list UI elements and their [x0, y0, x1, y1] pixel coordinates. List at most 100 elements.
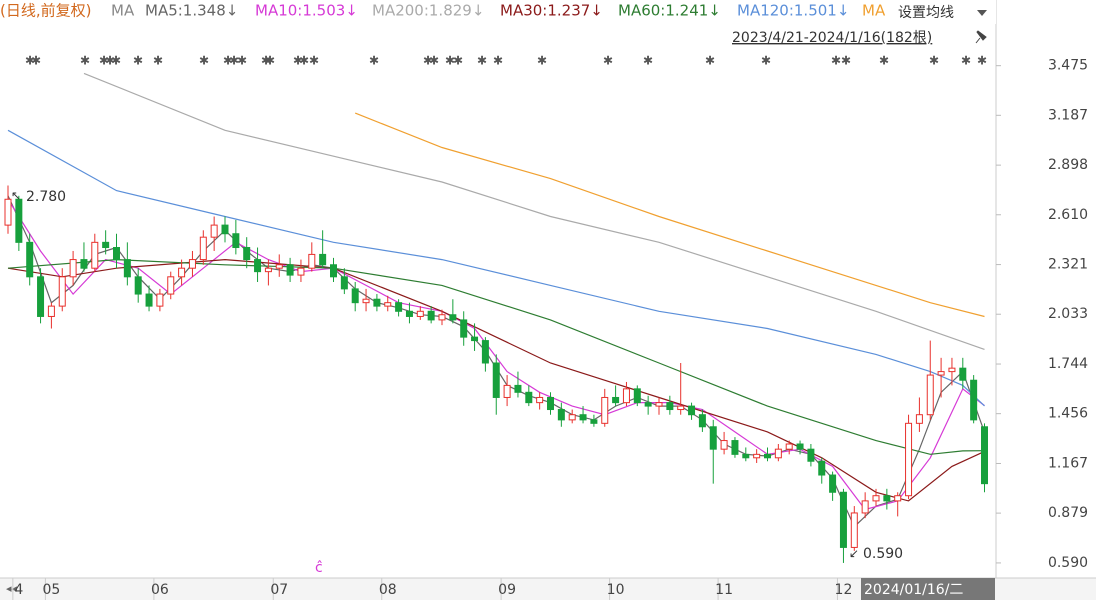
annotation-arrow: ↖	[11, 189, 21, 203]
event-icon: ✱	[453, 54, 463, 68]
annotation: 2.780	[26, 189, 66, 205]
y-tick-label: 1.744	[1048, 356, 1088, 372]
candle-body	[709, 426, 717, 450]
candle-body	[655, 402, 663, 407]
candle-body	[340, 276, 348, 290]
y-tick-label: 2.610	[1048, 207, 1088, 223]
candle-body	[80, 259, 88, 269]
candle-body	[351, 288, 359, 304]
y-tick-label: 0.590	[1048, 555, 1088, 571]
event-icon: ✱	[879, 54, 889, 68]
event-icon: ✱	[929, 54, 939, 68]
candle-body	[905, 422, 913, 497]
candle-body	[221, 224, 229, 235]
ma-line	[7, 129, 985, 407]
annotation-arrow: ↙	[849, 547, 859, 561]
candle-body	[807, 448, 815, 462]
ma-line	[7, 258, 985, 455]
legend-entry: MA10:1.503↓	[255, 2, 358, 20]
candle-body	[883, 495, 891, 502]
candle-body	[199, 236, 207, 261]
y-tick-label: 0.879	[1048, 505, 1088, 521]
event-icon: ✱	[99, 54, 109, 68]
event-icon: ✱	[133, 54, 143, 68]
candle-body	[622, 388, 630, 404]
candle-body	[286, 264, 294, 276]
candle-body	[525, 391, 533, 404]
candle-body	[981, 426, 988, 485]
candle-body	[232, 233, 240, 249]
event-icon: ✱	[111, 54, 121, 68]
x-tick-label: 10	[607, 582, 625, 598]
candle-body	[167, 276, 175, 295]
candle-body	[297, 267, 305, 276]
candle-body	[514, 384, 522, 393]
x-tick-label: 09	[498, 582, 516, 598]
event-marker[interactable]: ĉ	[315, 560, 323, 576]
event-icon: ✱	[105, 54, 115, 68]
candle-body	[37, 276, 45, 317]
candle-body	[15, 198, 23, 243]
candle-body	[178, 267, 186, 278]
candle-body	[688, 405, 696, 416]
candle-body	[590, 419, 598, 424]
pin-icon[interactable]	[975, 30, 987, 44]
legend-entry: MA120:1.501↓	[737, 2, 849, 20]
event-icon: ✱	[299, 54, 309, 68]
event-icon: ✱	[841, 54, 851, 68]
candle-body	[547, 396, 554, 411]
candle-body	[915, 414, 923, 424]
event-icon: ✱	[261, 54, 271, 68]
event-icon: ✱	[761, 54, 771, 68]
candle-body	[731, 440, 739, 455]
ma-label: MA	[111, 2, 135, 20]
candle-body	[601, 396, 609, 424]
candle-body	[861, 500, 869, 514]
scroll-icon[interactable]: ◂◂	[6, 582, 18, 595]
y-tick-label: 1.167	[1048, 455, 1088, 471]
candle-body	[633, 388, 641, 404]
candle-body	[47, 305, 55, 317]
legend-entry: MA5:1.348↓	[145, 2, 238, 20]
event-icon: ✱	[237, 54, 247, 68]
legend-entry: MA60:1.241↓	[618, 2, 721, 20]
candle-body	[134, 276, 142, 295]
candle-body	[308, 253, 316, 269]
event-icon: ✱	[643, 54, 653, 68]
x-axis-band	[0, 578, 1096, 600]
candle-body	[644, 402, 652, 407]
settings-button[interactable]: 设置均线	[898, 5, 954, 21]
candle-body	[449, 314, 457, 321]
ma-line	[7, 258, 985, 502]
candle-body	[536, 396, 544, 404]
event-icon: ✱	[229, 54, 239, 68]
candle-body	[416, 310, 424, 317]
candle-body	[796, 443, 804, 450]
candle-body	[698, 414, 706, 428]
event-icon: ✱	[309, 54, 319, 68]
candle-body	[427, 310, 435, 321]
candle-body	[818, 460, 826, 476]
candle-body	[91, 241, 99, 269]
event-icon: ✱	[961, 54, 971, 68]
dropdown-icon[interactable]	[977, 10, 987, 16]
candle-body	[384, 302, 392, 307]
range-label[interactable]: 2023/4/21-2024/1/16(182根)	[732, 30, 932, 46]
candle-body	[492, 362, 500, 398]
event-icon: ✱	[603, 54, 613, 68]
x-tick-label: 11	[715, 582, 733, 598]
candle-body	[395, 302, 403, 312]
event-icon: ✱	[369, 54, 379, 68]
candle-body	[471, 336, 479, 342]
candle-body	[503, 384, 511, 398]
candle-body	[677, 405, 685, 411]
candle-body	[405, 310, 413, 317]
candle-body	[58, 276, 66, 307]
event-icon: ✱	[31, 54, 41, 68]
candle-body	[188, 259, 196, 269]
x-tick-label: 05	[42, 582, 60, 598]
cursor-label: 2024/01/16/二	[864, 582, 963, 598]
y-tick-label: 3.187	[1048, 107, 1088, 123]
